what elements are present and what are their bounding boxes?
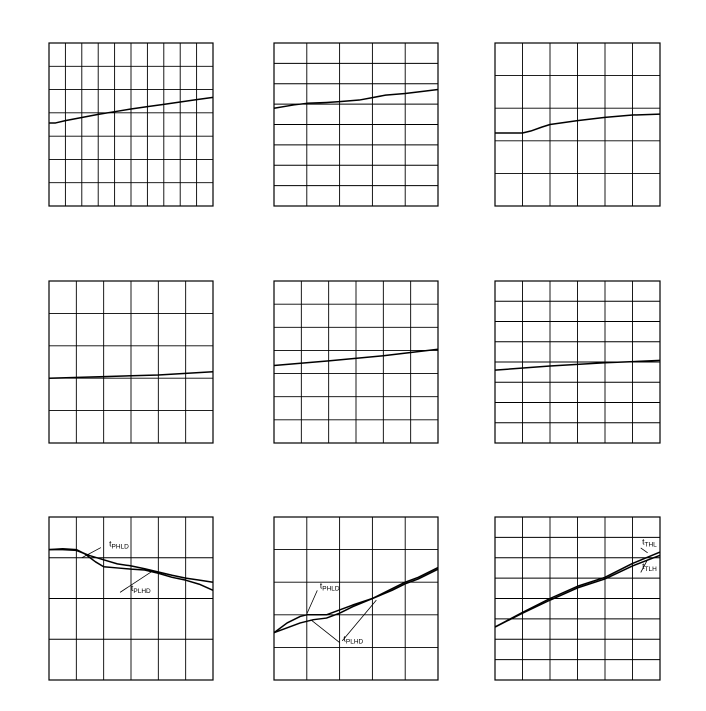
series-annotation-label: tPHLD bbox=[320, 581, 340, 593]
series-annotation-label: tTHL bbox=[642, 537, 657, 549]
annotation-leader-line bbox=[119, 570, 154, 593]
series-line-tplhd bbox=[273, 566, 439, 634]
series-annotation-label: tPLHD bbox=[131, 583, 151, 595]
series-line-1 bbox=[273, 88, 439, 109]
plot-frame bbox=[273, 42, 439, 207]
annotation-t: t bbox=[131, 583, 134, 593]
chart-6 bbox=[494, 280, 661, 444]
series-line-1 bbox=[49, 96, 214, 124]
plot-frame bbox=[48, 516, 214, 681]
series-line-tphld bbox=[273, 568, 439, 634]
annotation-subscript: PHLD bbox=[322, 586, 340, 593]
plot-frame bbox=[273, 516, 439, 681]
annotation-subscript: TLH bbox=[645, 566, 658, 573]
series-line-1 bbox=[48, 370, 214, 379]
series-annotation-label: tPHLD bbox=[109, 538, 129, 550]
annotation-leader-line bbox=[341, 599, 377, 642]
plot-frame bbox=[494, 516, 661, 681]
annotation-subscript: PHLD bbox=[112, 543, 130, 550]
series-line-tplhd bbox=[48, 548, 214, 592]
annotation-t: t bbox=[344, 634, 347, 644]
series-annotation-label: tPLHD bbox=[344, 634, 364, 646]
plot-frame bbox=[494, 42, 661, 207]
annotation-t: t bbox=[642, 561, 645, 571]
annotation-leader-line bbox=[310, 619, 340, 643]
plot-frame bbox=[48, 280, 214, 444]
series-line-1 bbox=[273, 348, 439, 367]
annotation-subscript: THL bbox=[645, 542, 658, 549]
chart-2 bbox=[273, 42, 439, 207]
annotation-leader-line bbox=[640, 559, 648, 573]
annotation-t: t bbox=[109, 538, 112, 548]
plot-frame bbox=[48, 42, 214, 207]
chart-3 bbox=[494, 42, 661, 207]
series-line-1 bbox=[494, 359, 661, 371]
series-line-1 bbox=[495, 113, 661, 134]
chart-5 bbox=[273, 280, 439, 444]
chart-1 bbox=[48, 42, 214, 207]
annotation-t: t bbox=[642, 537, 645, 547]
annotation-leader-line bbox=[306, 590, 318, 615]
annotation-t: t bbox=[320, 581, 323, 591]
plot-frame bbox=[273, 280, 439, 444]
annotation-leader-line bbox=[640, 547, 648, 554]
annotation-leader-line bbox=[81, 547, 102, 559]
annotation-subscript: PLHD bbox=[133, 588, 151, 595]
series-line-ttlh bbox=[494, 554, 661, 628]
chart-4 bbox=[48, 280, 214, 444]
annotation-subscript: PLHD bbox=[346, 639, 364, 646]
series-annotation-label: tTLH bbox=[642, 561, 657, 573]
plot-frame bbox=[494, 280, 661, 444]
